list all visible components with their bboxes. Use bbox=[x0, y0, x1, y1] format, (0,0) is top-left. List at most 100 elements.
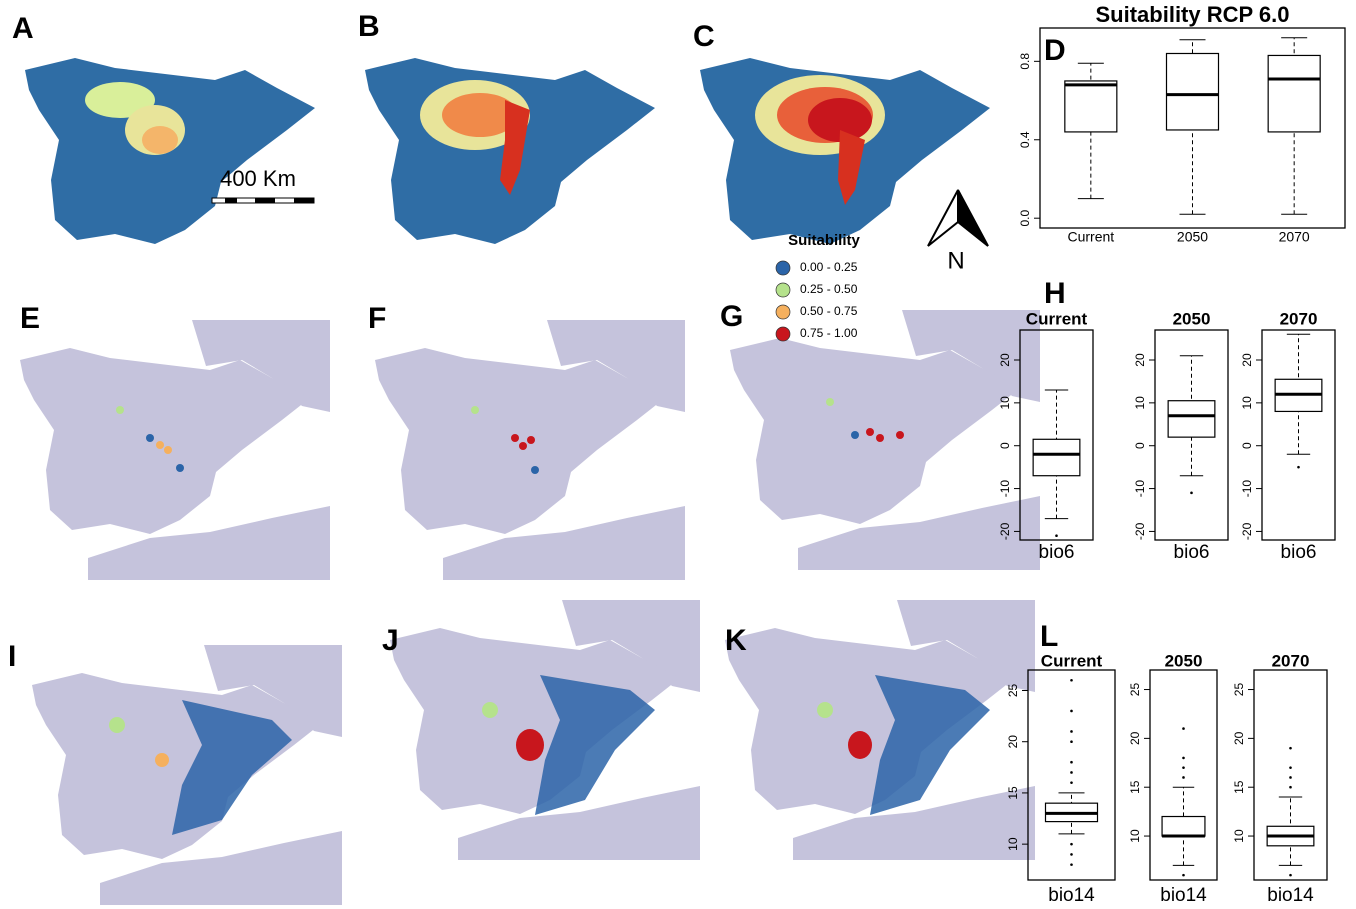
y-tick-label: 25 bbox=[1232, 683, 1246, 697]
outlier bbox=[1289, 873, 1292, 877]
legend-swatch bbox=[775, 260, 791, 276]
north-label: N bbox=[947, 247, 964, 274]
chart-title: 2050 bbox=[1173, 309, 1211, 328]
y-tick-label: 20 bbox=[1232, 731, 1246, 745]
legend-swatch bbox=[775, 282, 791, 298]
outlier bbox=[1070, 863, 1073, 866]
outlier bbox=[1070, 853, 1073, 856]
scale-label: 400 Km bbox=[220, 166, 296, 191]
legend-label: 0.75 - 1.00 bbox=[800, 326, 858, 340]
panel-label: B bbox=[358, 10, 380, 43]
plot-frame bbox=[1149, 669, 1218, 881]
plot-frame bbox=[1027, 669, 1116, 881]
y-tick-label: 0.8 bbox=[1018, 53, 1032, 70]
y-tick-label: 20 bbox=[1240, 353, 1254, 367]
y-tick-label: 0 bbox=[1240, 442, 1254, 449]
plot-frame bbox=[1039, 27, 1346, 229]
outlier bbox=[1182, 776, 1185, 779]
chart-title: Current bbox=[1026, 309, 1088, 328]
outlier bbox=[1070, 740, 1073, 744]
outlier bbox=[1070, 678, 1073, 682]
box bbox=[1267, 54, 1321, 133]
panel-label: E bbox=[20, 302, 40, 335]
panel-label: F bbox=[368, 302, 386, 335]
y-tick-label: 15 bbox=[1006, 786, 1020, 800]
y-tick-label: 10 bbox=[1006, 837, 1020, 851]
outlier bbox=[1182, 727, 1185, 730]
outlier bbox=[1070, 730, 1073, 733]
chart-title: 2070 bbox=[1272, 651, 1310, 670]
scale-bar bbox=[211, 197, 315, 204]
outlier bbox=[1182, 873, 1185, 877]
x-axis-label: bio6 bbox=[1174, 542, 1210, 563]
outlier bbox=[1190, 491, 1193, 495]
legend-label: 0.50 - 0.75 bbox=[800, 304, 858, 318]
x-axis-label: bio14 bbox=[1048, 885, 1095, 906]
x-axis-label: bio14 bbox=[1267, 885, 1314, 906]
outlier bbox=[1070, 771, 1073, 774]
map-a bbox=[25, 58, 315, 244]
y-tick-label: 10 bbox=[1232, 829, 1246, 843]
panel-label: H bbox=[1044, 277, 1066, 310]
map-j bbox=[390, 600, 700, 860]
box bbox=[1064, 80, 1118, 133]
plot-frame bbox=[1154, 329, 1229, 541]
y-tick-label: 15 bbox=[1232, 780, 1246, 794]
panel-label: I bbox=[8, 640, 16, 673]
map-g bbox=[730, 310, 1040, 570]
y-tick-label: 25 bbox=[1006, 683, 1020, 697]
chart-title: Current bbox=[1041, 651, 1103, 670]
y-tick-label: 0 bbox=[1133, 442, 1147, 449]
box bbox=[1161, 815, 1206, 837]
y-tick-label: -10 bbox=[1133, 480, 1147, 498]
map-i bbox=[32, 645, 342, 905]
panel-label: D bbox=[1044, 34, 1066, 67]
legend-title: Suitability bbox=[788, 232, 860, 249]
plot-frame bbox=[1261, 329, 1336, 541]
x-axis-label: bio6 bbox=[1039, 542, 1075, 563]
x-tick-label: Current bbox=[1067, 229, 1114, 245]
panel-label: C bbox=[693, 20, 715, 53]
y-tick-label: -20 bbox=[1133, 522, 1147, 540]
panel-label: L bbox=[1040, 620, 1058, 653]
outlier bbox=[1289, 785, 1292, 789]
box bbox=[1165, 52, 1220, 131]
y-tick-label: -10 bbox=[998, 480, 1012, 498]
map-b bbox=[365, 58, 655, 244]
y-tick-label: 15 bbox=[1128, 780, 1142, 794]
plot-frame bbox=[1253, 669, 1328, 881]
outlier bbox=[1182, 756, 1185, 760]
y-tick-label: 0.0 bbox=[1018, 210, 1032, 227]
legend-swatch bbox=[775, 326, 791, 342]
map-e bbox=[20, 320, 330, 580]
north-arrow bbox=[927, 189, 989, 247]
y-tick-label: 10 bbox=[998, 396, 1012, 410]
outlier bbox=[1070, 709, 1073, 713]
y-tick-label: 10 bbox=[1128, 829, 1142, 843]
panel-label: G bbox=[720, 300, 743, 333]
plot-frame bbox=[1019, 329, 1094, 541]
outlier bbox=[1182, 766, 1185, 769]
legend-label: 0.00 - 0.25 bbox=[800, 260, 858, 274]
y-tick-label: 10 bbox=[1240, 396, 1254, 410]
outlier bbox=[1289, 746, 1292, 750]
x-axis-label: bio6 bbox=[1281, 542, 1317, 563]
y-tick-label: 20 bbox=[1128, 731, 1142, 745]
panel-label: A bbox=[12, 12, 34, 45]
x-tick-label: 2050 bbox=[1177, 229, 1208, 245]
y-tick-label: 20 bbox=[1006, 735, 1020, 749]
map-f bbox=[375, 320, 685, 580]
outlier bbox=[1289, 776, 1292, 779]
x-axis-label: bio14 bbox=[1160, 885, 1207, 906]
outlier bbox=[1289, 766, 1292, 769]
box bbox=[1167, 400, 1216, 438]
x-tick-label: 2070 bbox=[1279, 229, 1310, 245]
y-tick-label: -10 bbox=[1240, 480, 1254, 498]
map-k bbox=[725, 600, 1035, 860]
chart-title: Suitability RCP 6.0 bbox=[1096, 2, 1290, 27]
y-tick-label: 0 bbox=[998, 442, 1012, 449]
y-tick-label: 20 bbox=[1133, 353, 1147, 367]
outlier bbox=[1297, 465, 1300, 469]
y-tick-label: 25 bbox=[1128, 683, 1142, 697]
